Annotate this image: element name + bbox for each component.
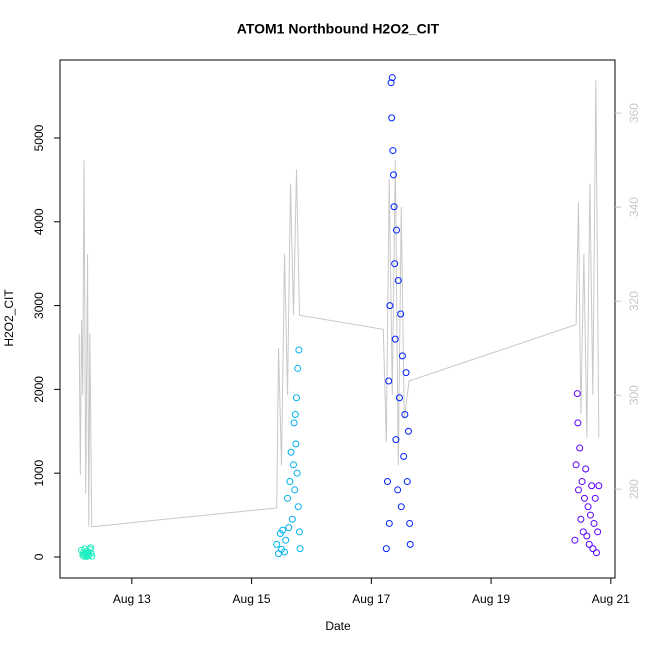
y-axis-label: H2O2_CIT <box>2 289 16 347</box>
point <box>88 552 96 560</box>
point <box>392 436 400 444</box>
point <box>296 545 304 553</box>
y-tick-label: 0 <box>32 553 46 560</box>
y2-tick-label: 360 <box>627 103 641 123</box>
x-axis-label: Date <box>325 619 351 633</box>
point <box>292 440 300 448</box>
point <box>385 377 393 385</box>
point <box>295 528 303 536</box>
point <box>295 346 303 354</box>
point <box>406 540 414 548</box>
point <box>400 452 408 460</box>
plot-frame <box>59 59 616 579</box>
point <box>574 486 582 494</box>
point <box>577 515 585 523</box>
point <box>590 519 598 527</box>
point <box>385 519 393 527</box>
point <box>284 494 292 502</box>
point <box>403 478 411 486</box>
y2-tick-label: 340 <box>627 197 641 217</box>
point <box>585 540 593 548</box>
point <box>394 486 402 494</box>
y-tick-label: 1000 <box>32 460 46 487</box>
point <box>289 461 297 469</box>
point <box>589 545 597 553</box>
x-tick-label: Aug 13 <box>113 592 151 606</box>
point <box>401 411 409 419</box>
point <box>576 444 584 452</box>
point <box>397 503 405 511</box>
point <box>394 276 402 284</box>
y-tick-label: 5000 <box>32 124 46 151</box>
chart-title: ATOM1 Northbound H2O2_CIT <box>237 21 440 37</box>
point <box>584 503 592 511</box>
point <box>390 203 398 211</box>
point <box>291 486 299 494</box>
y-tick-label: 4000 <box>32 208 46 235</box>
point <box>398 352 406 360</box>
point <box>397 310 405 318</box>
point <box>282 536 290 544</box>
point <box>386 302 394 310</box>
point <box>588 482 596 490</box>
point <box>406 519 414 527</box>
line-series <box>78 80 600 528</box>
point <box>578 478 586 486</box>
point <box>574 419 582 427</box>
point <box>583 532 591 540</box>
point <box>389 147 397 155</box>
point <box>591 494 599 502</box>
x-tick-label: Aug 21 <box>592 592 630 606</box>
point <box>273 540 281 548</box>
point <box>392 226 400 234</box>
point <box>402 369 410 377</box>
point <box>389 171 397 179</box>
point <box>294 364 302 372</box>
point <box>290 419 298 427</box>
point <box>572 461 580 469</box>
point <box>383 478 391 486</box>
point <box>87 544 95 552</box>
point <box>580 494 588 502</box>
point <box>582 465 590 473</box>
y2-tick-label: 320 <box>627 291 641 311</box>
point <box>391 335 399 343</box>
point <box>404 427 412 435</box>
y2-tick-label: 280 <box>627 479 641 499</box>
point <box>292 394 300 402</box>
point <box>87 549 95 557</box>
x-tick-label: Aug 15 <box>233 592 271 606</box>
y-tick-label: 2000 <box>32 376 46 403</box>
y2-tick-label: 300 <box>627 385 641 405</box>
point <box>388 114 396 122</box>
x-tick-label: Aug 17 <box>352 592 390 606</box>
point <box>288 515 296 523</box>
point <box>387 79 395 87</box>
point <box>594 528 602 536</box>
point <box>592 549 600 557</box>
point <box>586 511 594 519</box>
y-tick-label: 3000 <box>32 292 46 319</box>
point <box>293 469 301 477</box>
point <box>287 448 295 456</box>
point <box>573 390 581 398</box>
point <box>388 74 396 82</box>
point <box>285 524 293 532</box>
point <box>571 536 579 544</box>
point <box>291 411 299 419</box>
point <box>294 503 302 511</box>
point <box>382 545 390 553</box>
point <box>391 260 399 268</box>
point <box>286 478 294 486</box>
point <box>281 548 289 556</box>
point <box>279 526 287 534</box>
point <box>395 394 403 402</box>
point <box>595 482 603 490</box>
point <box>579 528 587 536</box>
x-tick-label: Aug 19 <box>472 592 510 606</box>
